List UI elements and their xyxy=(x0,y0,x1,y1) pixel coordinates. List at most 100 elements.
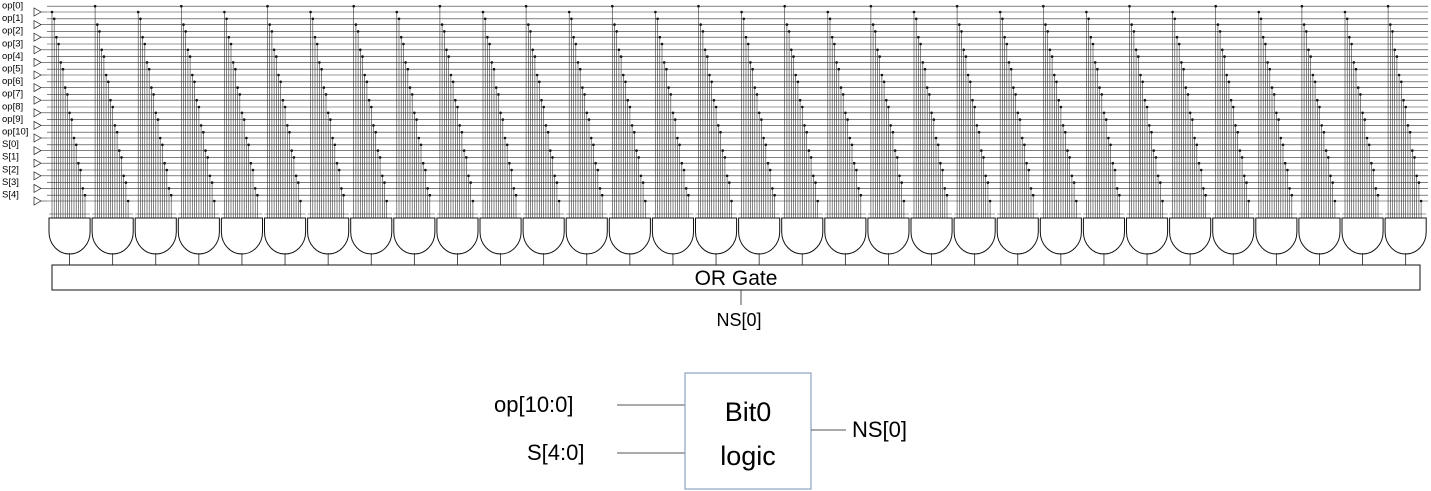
junction-dot xyxy=(876,48,879,52)
junction-dot xyxy=(195,98,198,102)
junction-dot xyxy=(197,105,201,109)
junction-dot xyxy=(1356,86,1360,89)
junction-dot xyxy=(753,86,757,89)
junction-dot xyxy=(397,17,401,21)
input-label-8: op[8] xyxy=(2,101,23,112)
junction-dot xyxy=(449,73,453,77)
junction-dot xyxy=(1343,10,1347,14)
junction-dot xyxy=(256,193,259,197)
junction-dot xyxy=(356,30,360,33)
junction-dot xyxy=(1053,73,1056,77)
junction-dot xyxy=(701,30,705,33)
buffer-icon xyxy=(33,82,42,93)
junction-dot xyxy=(290,149,294,152)
junction-dot xyxy=(229,42,233,46)
junction-dot xyxy=(656,17,659,21)
junction-dot xyxy=(55,35,58,39)
junction-dot xyxy=(830,35,834,39)
junction-dot xyxy=(1064,130,1067,134)
junction-dot xyxy=(787,30,791,33)
junction-dot xyxy=(272,48,276,52)
junction-dot xyxy=(50,10,54,14)
junction-dot xyxy=(299,199,302,203)
junction-dot xyxy=(809,156,813,159)
junction-dot xyxy=(406,67,410,71)
junction-dot xyxy=(245,136,248,140)
junction-dot xyxy=(96,23,99,26)
junction-dot xyxy=(844,111,847,115)
junction-dot xyxy=(1395,55,1399,58)
junction-dot xyxy=(143,42,147,46)
junction-dot xyxy=(469,181,473,184)
and-gate-18 xyxy=(824,217,867,255)
and-gate-7 xyxy=(350,217,393,255)
junction-dot xyxy=(225,17,228,21)
junction-dot xyxy=(227,35,231,39)
and-gate-25 xyxy=(1126,217,1169,255)
junction-dot xyxy=(497,93,500,96)
junction-dot xyxy=(934,136,938,140)
and-gate-29 xyxy=(1298,217,1341,255)
junction-dot xyxy=(158,136,162,140)
junction-dot xyxy=(363,73,367,77)
junction-dot xyxy=(635,149,638,152)
buffer-icon xyxy=(33,70,42,80)
buffer-icon xyxy=(33,19,42,30)
junction-dot xyxy=(98,30,101,33)
input-label-4: op[4] xyxy=(2,51,23,62)
junction-dot xyxy=(1404,105,1407,109)
junction-dot xyxy=(529,30,532,33)
junction-dot xyxy=(1193,136,1196,140)
junction-dot xyxy=(182,23,185,26)
junction-dot xyxy=(684,187,688,190)
junction-dot xyxy=(712,98,716,102)
junction-dot xyxy=(1085,10,1088,14)
junction-dot xyxy=(180,4,183,8)
junction-dot xyxy=(454,98,457,102)
junction-dot xyxy=(615,30,618,33)
junction-dot xyxy=(796,80,800,84)
junction-dot xyxy=(1186,93,1190,96)
junction-dot xyxy=(156,118,160,121)
junction-dot xyxy=(1180,61,1183,64)
junction-dot xyxy=(72,136,76,140)
junction-dot xyxy=(628,105,632,109)
block-title-line1: Bit0 xyxy=(725,397,772,427)
junction-dot xyxy=(744,35,748,39)
junction-dot xyxy=(102,55,106,58)
junction-dot xyxy=(1199,168,1203,172)
junction-dot xyxy=(1197,161,1201,165)
junction-dot xyxy=(914,17,918,21)
junction-dot xyxy=(1324,149,1328,152)
junction-dot xyxy=(637,156,640,159)
input-label-12: S[1] xyxy=(2,152,19,163)
junction-dot xyxy=(1177,42,1181,46)
junction-dot xyxy=(1354,67,1358,71)
junction-dot xyxy=(742,17,746,21)
junction-dot xyxy=(557,199,561,203)
junction-dot xyxy=(941,168,944,172)
junction-dot xyxy=(1316,98,1319,102)
junction-dot xyxy=(1025,161,1028,165)
junction-dot xyxy=(311,17,315,21)
junction-dot xyxy=(120,156,123,159)
junction-dot xyxy=(1018,118,1022,121)
junction-dot xyxy=(757,111,761,115)
junction-dot xyxy=(574,42,578,46)
junction-dot xyxy=(955,4,959,8)
junction-dot xyxy=(1359,93,1362,96)
junction-dot xyxy=(699,23,702,26)
junction-dot xyxy=(59,61,63,64)
junction-dot xyxy=(581,86,584,89)
junction-dot xyxy=(1391,30,1394,33)
input-label-14: S[3] xyxy=(2,177,19,188)
junction-dot xyxy=(826,10,830,14)
junction-dot xyxy=(443,30,446,33)
junction-dot xyxy=(706,55,709,58)
junction-dot xyxy=(553,174,556,178)
junction-dot xyxy=(1221,48,1224,52)
junction-dot xyxy=(1415,174,1418,178)
junction-dot xyxy=(1156,174,1160,178)
buffer-icon xyxy=(33,171,42,181)
